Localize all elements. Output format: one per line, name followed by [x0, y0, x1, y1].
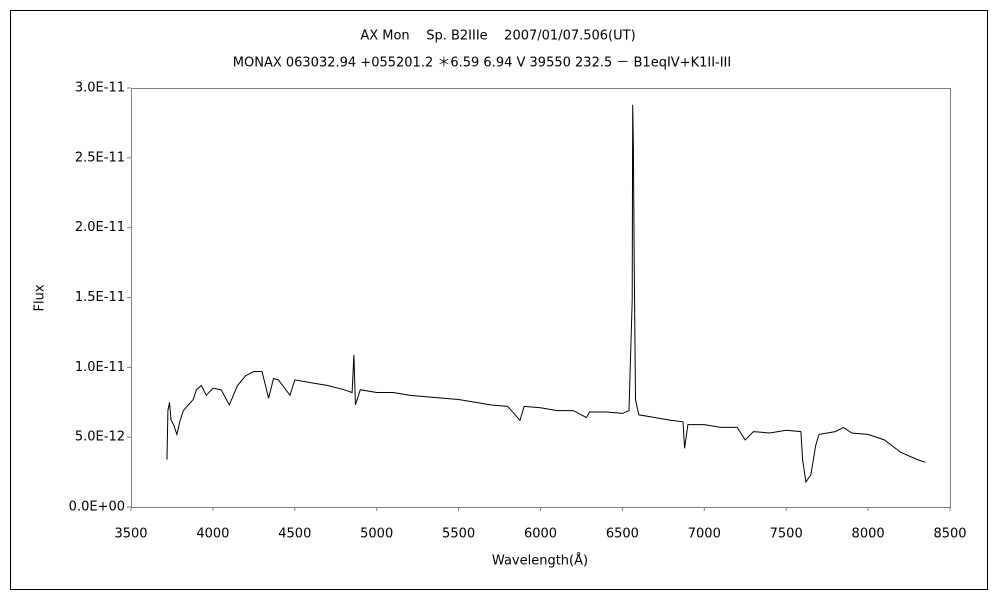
x-tick-label: 5000 [360, 527, 393, 542]
x-tick-label: 4000 [196, 527, 229, 542]
y-tick-label: 3.0E-11 [75, 81, 125, 96]
spectrum-line [166, 104, 926, 484]
y-axis-label: Flux [33, 284, 48, 311]
y-tick-label: 0.0E+00 [69, 500, 125, 515]
chart-title: AX Mon Sp. B2IIIe 2007/01/07.506(UT) [360, 29, 635, 44]
y-tick-label: 2.0E-11 [75, 220, 125, 235]
y-tick-label: 2.5E-11 [75, 150, 125, 165]
x-tick-label: 5500 [442, 527, 475, 542]
x-tick-label: 6500 [606, 527, 639, 542]
x-tick-label: 8500 [933, 527, 966, 542]
x-tick-label: 6000 [524, 527, 557, 542]
y-tick-label: 1.0E-11 [75, 360, 125, 375]
x-tick-label: 4500 [278, 527, 311, 542]
x-tick-label: 3500 [114, 527, 147, 542]
x-tick-label: 8000 [852, 527, 885, 542]
y-tick-label: 5.0E-12 [75, 430, 125, 445]
chart-frame [10, 10, 988, 590]
x-tick-label: 7000 [688, 527, 721, 542]
chart-subtitle: MONAX 063032.94 +055201.2 ＊6.59 6.94 V 3… [233, 56, 731, 71]
x-axis-label: Wavelength(Å) [492, 553, 588, 569]
x-tick-label: 7500 [770, 527, 803, 542]
y-tick-label: 1.5E-11 [75, 290, 125, 305]
